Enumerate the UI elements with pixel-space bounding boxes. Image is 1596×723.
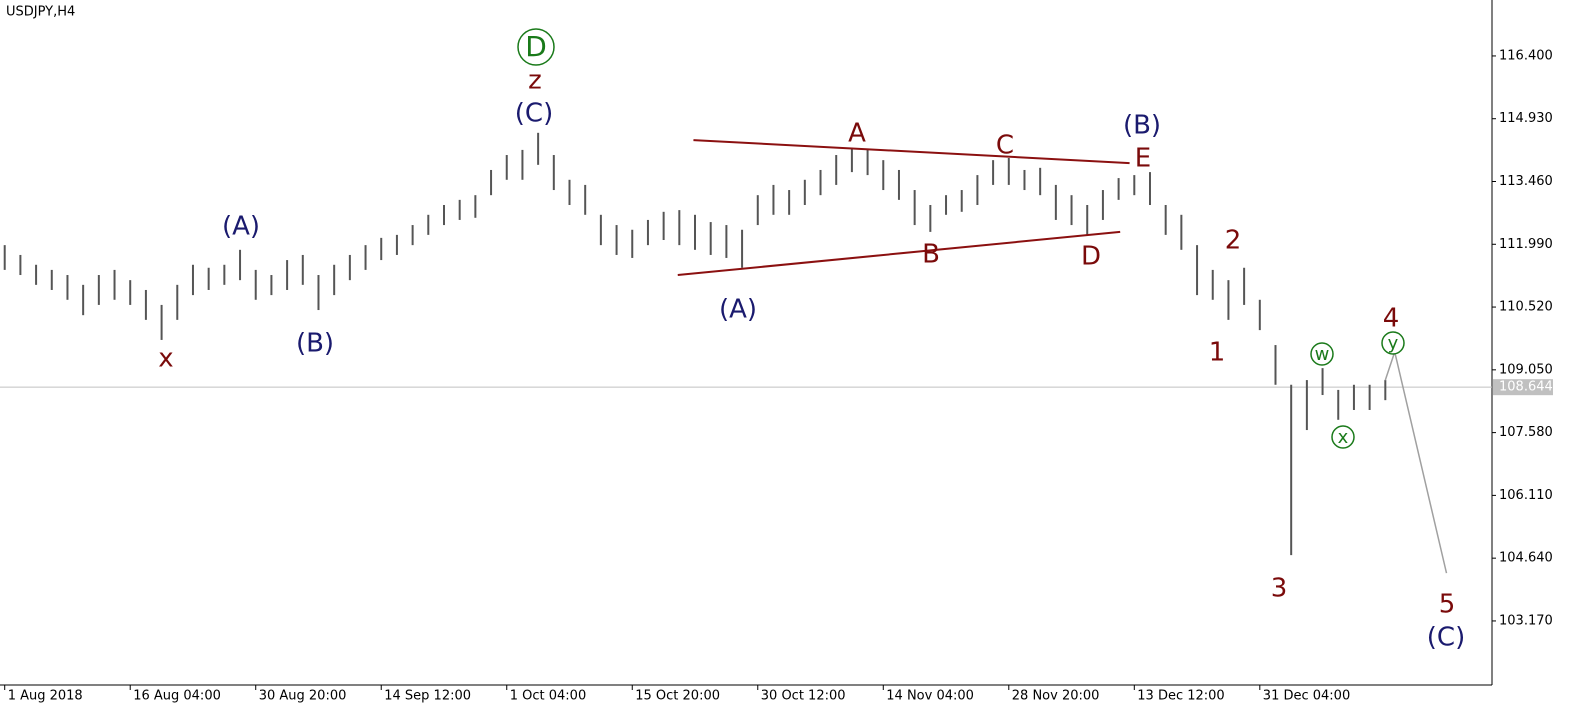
wave-circle xyxy=(1381,331,1405,355)
wave-label: (A) xyxy=(719,295,757,325)
x-tick-label: 16 Aug 04:00 xyxy=(133,689,221,704)
wave-label: D xyxy=(525,30,547,63)
y-tick-label: 110.520 xyxy=(1499,300,1553,315)
wave-label: C xyxy=(996,131,1014,161)
wave-label: 1 xyxy=(1209,338,1226,368)
wave-label: 5 xyxy=(1439,590,1456,620)
wave-label: 2 xyxy=(1225,226,1242,256)
wave-circle xyxy=(1310,342,1334,366)
wave-label: 4 xyxy=(1383,304,1400,334)
y-tick-label: 114.930 xyxy=(1499,111,1553,126)
chart-title: USDJPY,H4 xyxy=(6,5,75,20)
x-tick-label: 28 Nov 20:00 xyxy=(1012,689,1100,704)
wave-label: E xyxy=(1135,144,1151,174)
current-price-box xyxy=(1493,379,1553,396)
x-tick-label: 30 Oct 12:00 xyxy=(761,689,846,704)
x-tick-label: 30 Aug 20:00 xyxy=(259,689,347,704)
x-tick-label: 14 Sep 12:00 xyxy=(384,689,471,704)
y-tick-label: 104.640 xyxy=(1499,551,1553,566)
trendline xyxy=(677,230,1121,277)
x-tick-label: 1 Oct 04:00 xyxy=(510,689,586,704)
wave-label: (A) xyxy=(222,212,260,242)
wave-label: A xyxy=(848,119,866,149)
wave-label: x xyxy=(1338,427,1349,448)
wave-label: 3 xyxy=(1271,574,1288,604)
wave-label: z xyxy=(528,66,542,96)
y-tick-label: 113.460 xyxy=(1499,174,1553,189)
y-tick-label: 109.050 xyxy=(1499,362,1553,377)
wave-circle xyxy=(1331,425,1355,449)
x-tick-label: 13 Dec 12:00 xyxy=(1137,689,1224,704)
y-tick-label: 107.580 xyxy=(1499,425,1553,440)
wave-label: B xyxy=(922,240,940,270)
wave-label: y xyxy=(1388,333,1399,354)
trendline xyxy=(693,139,1130,165)
wave-label: D xyxy=(1081,242,1101,272)
x-tick-label: 1 Aug 2018 xyxy=(8,689,83,704)
current-price-label: 108.644 xyxy=(1499,380,1553,395)
wave-label: x xyxy=(158,344,173,374)
wave-label: (B) xyxy=(1123,111,1161,141)
x-tick-label: 14 Nov 04:00 xyxy=(886,689,974,704)
x-tick-label: 31 Dec 04:00 xyxy=(1263,689,1350,704)
wave-label: (C) xyxy=(1427,623,1465,653)
y-tick-label: 106.110 xyxy=(1499,488,1553,503)
y-tick-label: 116.400 xyxy=(1499,48,1553,63)
wave-label: (C) xyxy=(515,99,553,129)
x-tick-label: 15 Oct 20:00 xyxy=(635,689,720,704)
wave-label: (B) xyxy=(296,329,334,359)
y-tick-label: 111.990 xyxy=(1499,237,1553,252)
y-tick-label: 103.170 xyxy=(1499,613,1553,628)
wave-label: w xyxy=(1315,344,1330,365)
wave-circle xyxy=(517,28,555,66)
